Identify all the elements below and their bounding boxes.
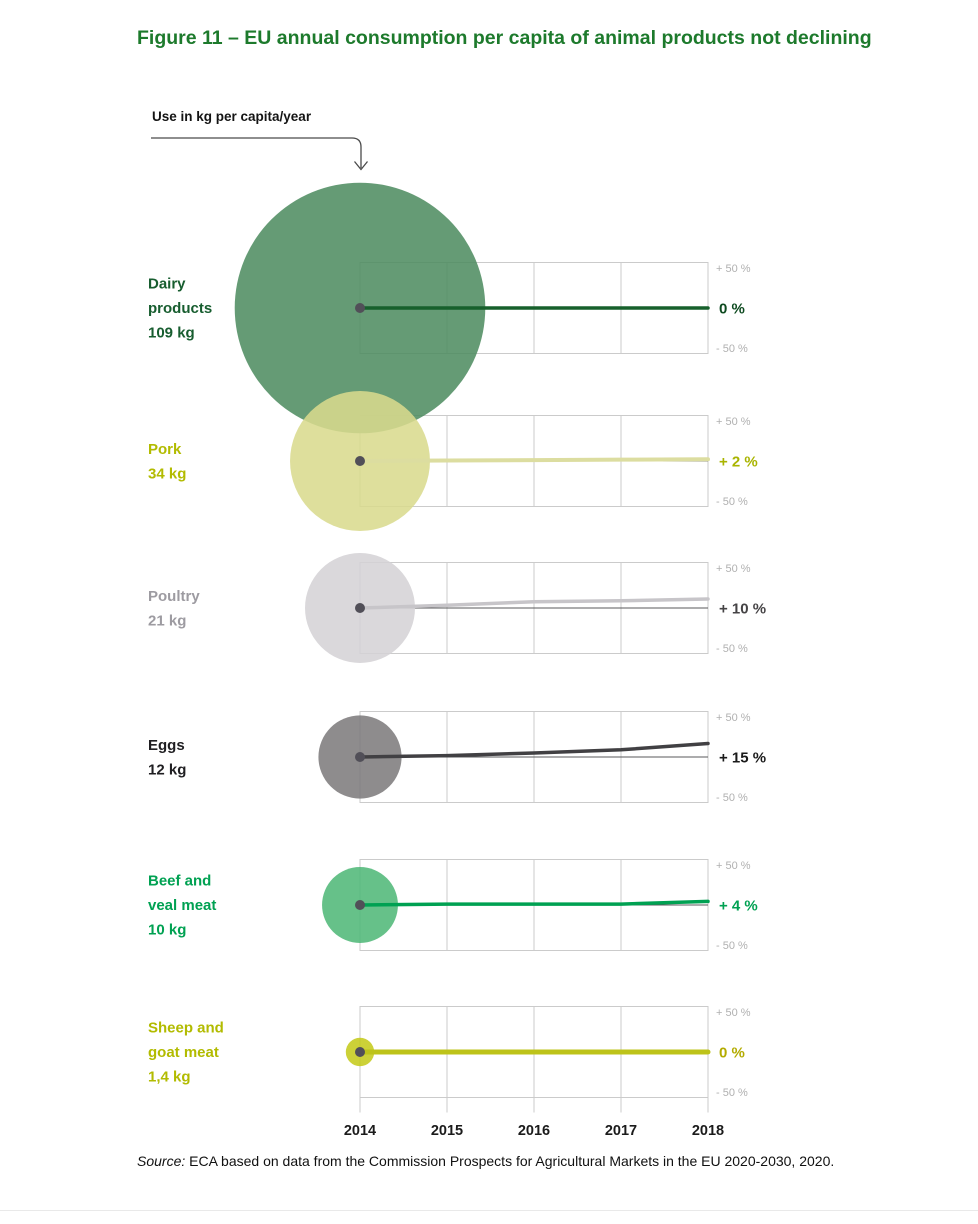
row-label-line: Dairy [148,276,186,293]
row-label-line: Poultry [148,588,200,605]
row-label-line: products [148,300,212,317]
change-value-eggs: + 15 % [719,750,766,767]
y-tick-label-top: + 50 % [716,860,751,872]
row-label-dairy-products: Dairy products 109 kg [148,276,212,342]
row-grid-poultry [359,562,709,654]
y-tick-label-bottom: - 50 % [716,343,748,355]
y-tick-label-top: + 50 % [716,263,751,275]
trend-line-eggs [358,741,710,759]
row-grid-eggs [359,711,709,803]
row-label-poultry: Poultry 21 kg [148,588,200,630]
change-value-beef-and-veal-meat: + 4 % [719,898,758,915]
figure-title: Figure 11 – EU annual consumption per ca… [137,27,872,49]
row-label-line: 34 kg [148,465,186,482]
row-label-line: 1,4 kg [148,1069,191,1086]
row-grid-beef-and-veal-meat [359,859,709,951]
x-axis-label-2016: 2016 [518,1123,550,1139]
bubble-center-dot [355,603,365,613]
y-tick-label-bottom: - 50 % [716,792,748,804]
row-label-line: veal meat [148,897,216,914]
row-label-line: 10 kg [148,922,186,939]
y-tick-label-top: + 50 % [716,1007,751,1019]
bubble-pork [290,391,430,531]
y-tick-label-bottom: - 50 % [716,643,748,655]
y-tick-label-top: + 50 % [716,416,751,428]
change-value-poultry: + 10 % [719,601,766,618]
trend-line-beef-and-veal-meat [358,899,710,907]
bubble-size-annotation-label: Use in kg per capita/year [152,109,312,124]
row-label-line: Beef and [148,873,211,890]
row-label-line: goat meat [148,1044,219,1061]
change-value-pork: + 2 % [719,454,758,471]
bubble-center-dot [355,1047,365,1057]
row-label-pork: Pork 34 kg [148,441,186,483]
row-label-beef-and-veal-meat: Beef and veal meat 10 kg [148,873,216,939]
trend-line-pork [358,457,710,463]
row-label-eggs: Eggs 12 kg [148,737,186,779]
x-axis-label-2018: 2018 [692,1123,724,1139]
y-tick-label-bottom: - 50 % [716,496,748,508]
annotation-arrow [151,137,369,171]
change-value-dairy-products: 0 % [719,301,745,318]
x-axis-label-2015: 2015 [431,1123,463,1139]
change-value-sheep-and-goat-meat: 0 % [719,1045,745,1062]
page-bottom-divider [0,1210,978,1211]
bubble-beef-and-veal-meat [322,867,398,943]
source-note: Source: ECA based on data from the Commi… [137,1150,851,1173]
source-prefix: Source: [137,1153,186,1169]
bubble-center-dot [355,752,365,762]
bubble-sheep-and-goat-meat [345,1037,375,1067]
bubble-center-dot [355,900,365,910]
x-axis-label-2014: 2014 [344,1123,376,1139]
row-label-line: Pork [148,441,182,458]
arrowhead-down-icon [353,161,369,171]
row-label-line: 12 kg [148,761,186,778]
trend-line-poultry [358,597,710,610]
bubble-eggs [318,715,402,799]
row-label-sheep-and-goat-meat: Sheep and goat meat 1,4 kg [148,1020,224,1086]
row-grid-dairy-products [359,262,709,354]
bubble-center-dot [355,456,365,466]
y-tick-label-top: + 50 % [716,563,751,575]
bubble-center-dot [355,303,365,313]
y-tick-label-bottom: - 50 % [716,1087,748,1099]
bubble-dairy-products [234,182,486,434]
row-grid-pork [359,415,709,507]
x-axis-label-2017: 2017 [605,1123,637,1139]
y-tick-label-top: + 50 % [716,712,751,724]
row-grid-sheep-and-goat-meat [359,1006,709,1098]
source-text: ECA based on data from the Commission Pr… [189,1153,835,1169]
row-label-line: 21 kg [148,612,186,629]
row-label-line: Sheep and [148,1020,224,1037]
bubble-poultry [305,553,415,663]
row-label-line: 109 kg [148,325,195,342]
row-label-line: Eggs [148,737,185,754]
y-tick-label-bottom: - 50 % [716,940,748,952]
